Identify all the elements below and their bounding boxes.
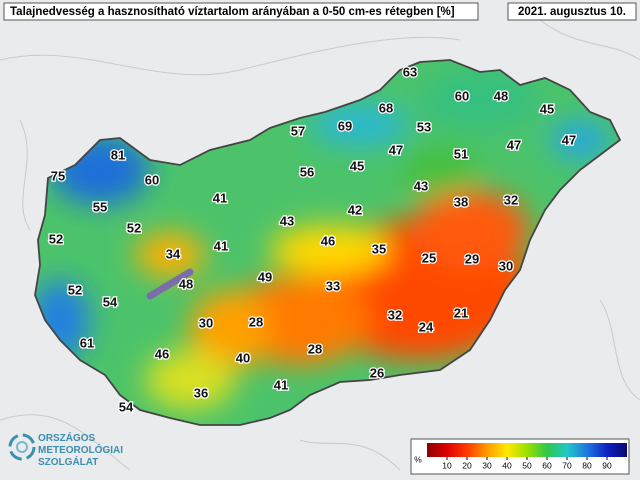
- title: Talajnedvesség a hasznosítható víztartal…: [10, 6, 455, 18]
- station-value: 69: [338, 118, 352, 133]
- station-value: 55: [93, 199, 107, 214]
- date-box: [507, 2, 637, 21]
- station-value: 42: [348, 202, 362, 217]
- station-value: 24: [419, 319, 434, 334]
- station-value: 43: [280, 213, 294, 228]
- station-value: 32: [388, 307, 402, 322]
- station-value: 47: [507, 137, 521, 152]
- station-value: 28: [249, 314, 263, 329]
- station-value: 25: [422, 250, 436, 265]
- station-value: 40: [236, 350, 250, 365]
- logo-icon-inner: [16, 441, 28, 453]
- station-value: 33: [326, 278, 340, 293]
- station-value: 30: [499, 258, 513, 273]
- station-value: 41: [213, 190, 227, 205]
- station-value: 54: [103, 294, 118, 309]
- colorbar-tick-label: 60: [542, 460, 552, 470]
- station-value: 36: [194, 385, 208, 400]
- station-value: 45: [540, 101, 554, 116]
- colorbar-tick-label: 40: [502, 460, 512, 470]
- date: 2021. augusztus 10.: [518, 6, 626, 18]
- station-value: 56: [300, 164, 314, 179]
- station-value: 81: [111, 147, 125, 162]
- station-value: 54: [119, 399, 134, 414]
- station-value: 60: [455, 88, 469, 103]
- logo-line: METEOROLÓGIAI: [38, 443, 123, 456]
- station-value: 47: [389, 142, 403, 157]
- colorbar-tick-label: 70: [562, 460, 572, 470]
- colorbar-tick-label: 10: [442, 460, 452, 470]
- station-value: 46: [321, 233, 335, 248]
- logo-line: ORSZÁGOS: [38, 431, 96, 444]
- station-value: 48: [494, 88, 508, 103]
- station-value: 60: [145, 172, 159, 187]
- station-value: 21: [454, 305, 468, 320]
- colorbar-tick-label: 50: [522, 460, 532, 470]
- station-value: 75: [51, 168, 65, 183]
- station-value: 38: [454, 194, 468, 209]
- logo-line: SZOLGÁLAT: [38, 455, 98, 468]
- station-value: 45: [350, 158, 364, 173]
- station-value: 63: [403, 64, 417, 79]
- station-labels: 63 60 48 45 68 69 57 53 47 51 47 47 81 75 60 56 45 43 41 55…: [48, 63, 578, 416]
- colorbar-tick-label: 30: [482, 460, 492, 470]
- logo: ORSZÁGOS METEOROLÓGIAI SZOLGÁLAT: [8, 431, 123, 468]
- station-value: 51: [454, 146, 468, 161]
- station-value: 34: [166, 246, 181, 261]
- station-value: 57: [291, 123, 305, 138]
- station-value: 29: [465, 251, 479, 266]
- station-value: 61: [80, 335, 94, 350]
- colorbar-tick-label: 20: [462, 460, 472, 470]
- station-value: 48: [179, 276, 193, 291]
- colorbar-ticks: 10 20 30 40 50 60 70 80 90: [442, 457, 612, 470]
- station-value: 52: [49, 231, 63, 246]
- station-value: 32: [504, 192, 518, 207]
- station-value: 52: [127, 220, 141, 235]
- station-value: 52: [68, 282, 82, 297]
- lake-balaton: [146, 268, 194, 300]
- station-value: 49: [258, 269, 272, 284]
- station-value: 41: [214, 238, 228, 253]
- station-value: 28: [308, 341, 322, 356]
- colorbar: [427, 443, 627, 457]
- title-box: [3, 2, 479, 21]
- station-value: 68: [379, 100, 393, 115]
- colorbar-tick-label: 80: [582, 460, 592, 470]
- station-value: 43: [414, 178, 428, 193]
- station-value: 30: [199, 315, 213, 330]
- station-value: 53: [417, 119, 431, 134]
- station-value: 47: [562, 132, 576, 147]
- colorbar-tick-label: 90: [602, 460, 612, 470]
- legend-unit: %: [414, 454, 422, 464]
- station-value: 46: [155, 346, 169, 361]
- station-value: 41: [274, 377, 288, 392]
- station-value: 26: [370, 365, 384, 380]
- background-lines: [0, 19, 640, 471]
- station-value: 35: [372, 241, 386, 256]
- logo-icon: [8, 433, 36, 461]
